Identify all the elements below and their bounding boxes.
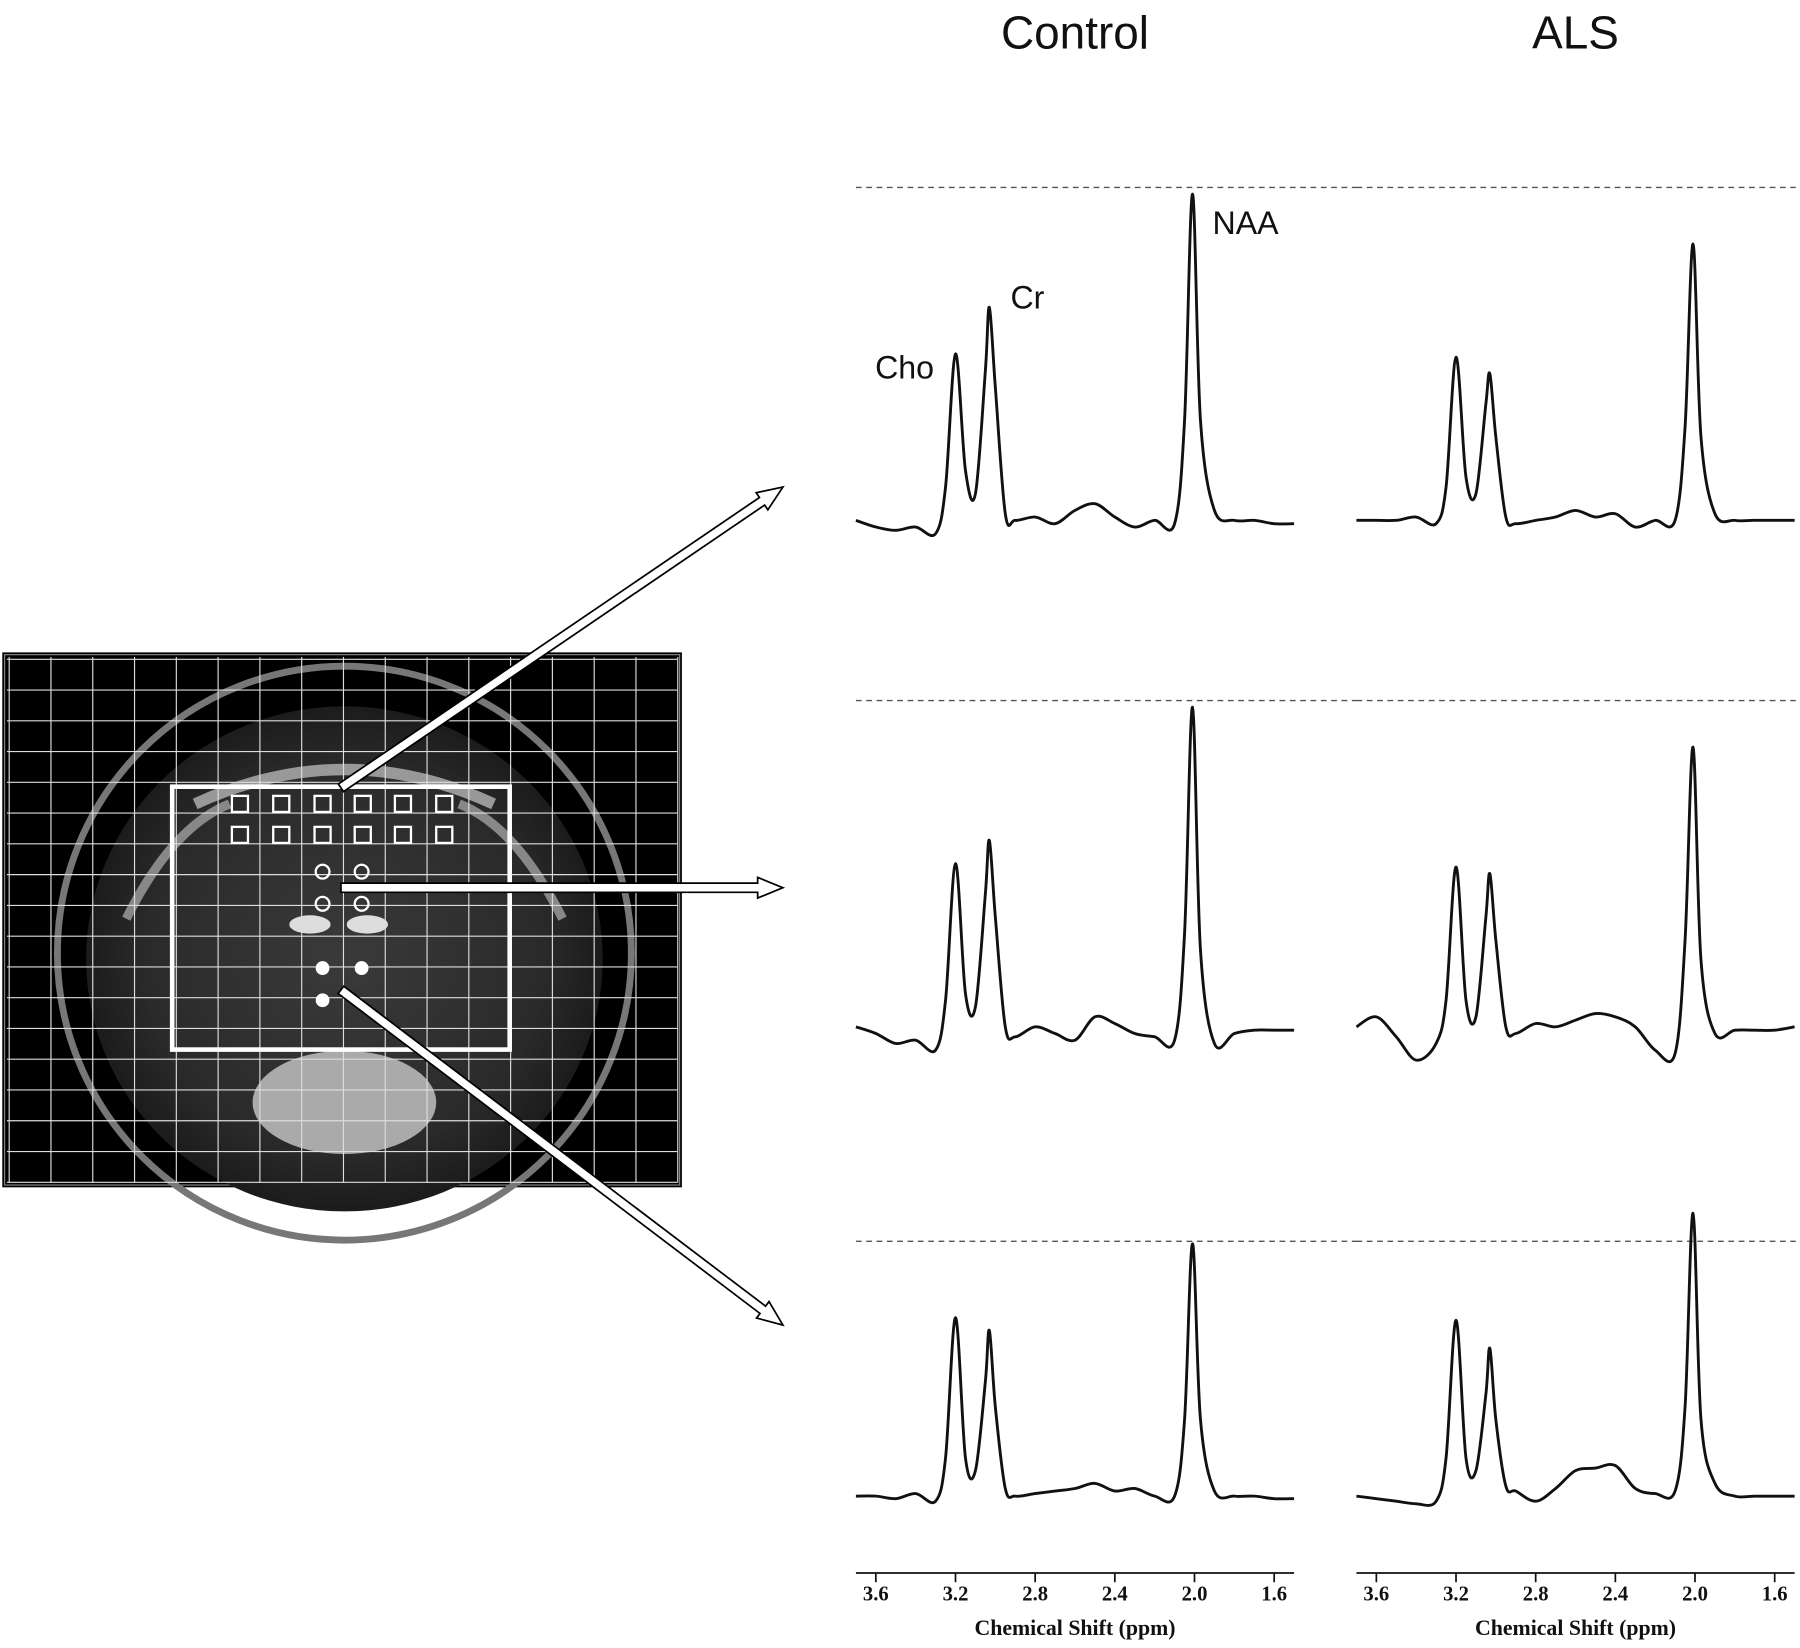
spectrum-line bbox=[855, 192, 1295, 537]
x-tick-label: 3.6 bbox=[1363, 1584, 1389, 1606]
x-axis-label: Chemical Shift (ppm) bbox=[1475, 1616, 1676, 1640]
spectrum-line bbox=[1356, 1211, 1795, 1507]
ventricle bbox=[346, 915, 389, 934]
voxel-circle bbox=[353, 895, 370, 912]
peak-label: Cr bbox=[1010, 279, 1044, 315]
x-tick-label: 3.6 bbox=[863, 1584, 889, 1606]
voxel-square bbox=[435, 794, 454, 814]
spectrum-panel: 3.6 3.2 2.8 2.4 2.0 1.6 Chemical Shift (ppm) bbox=[855, 1240, 1357, 1640]
mri-image bbox=[0, 650, 685, 1244]
x-tick-label: 1.6 bbox=[1261, 1584, 1287, 1606]
x-tick-label: 3.2 bbox=[943, 1584, 969, 1606]
x-tick-label: 2.4 bbox=[1602, 1584, 1628, 1606]
voxel-square bbox=[313, 825, 332, 845]
spectrum-panel bbox=[855, 699, 1357, 1054]
x-tick-label: 2.0 bbox=[1182, 1584, 1208, 1606]
arrow bbox=[340, 876, 786, 900]
peak-label: NAA bbox=[1213, 205, 1280, 241]
arrow bbox=[336, 985, 785, 1327]
skull bbox=[53, 662, 635, 1244]
arrow bbox=[337, 485, 785, 793]
spectrum-panel: ALS bbox=[1356, 7, 1796, 529]
voxel-circle bbox=[314, 895, 331, 912]
peak-label: Cho bbox=[875, 349, 934, 385]
voxel-square bbox=[272, 794, 291, 814]
column-title: Control bbox=[1001, 7, 1149, 59]
column-title: ALS bbox=[1532, 7, 1619, 59]
x-tick-label: 2.8 bbox=[1523, 1584, 1549, 1606]
spectrum-line bbox=[855, 705, 1295, 1054]
voxel-square bbox=[435, 825, 454, 845]
voxel-square bbox=[230, 825, 250, 845]
x-axis-label: Chemical Shift (ppm) bbox=[974, 1616, 1175, 1640]
voxel-dot bbox=[315, 993, 330, 1008]
spectrum-line bbox=[855, 1242, 1295, 1505]
voxel-markers bbox=[230, 794, 454, 1008]
spectrum-line bbox=[1356, 242, 1795, 529]
voxel-square bbox=[353, 825, 372, 845]
spectrum-panel: 3.6 3.2 2.8 2.4 2.0 1.6 Chemical Shift (ppm) bbox=[1356, 1211, 1796, 1640]
ventricle bbox=[289, 915, 331, 934]
arrows bbox=[336, 485, 786, 1327]
x-tick-label: 1.6 bbox=[1762, 1584, 1788, 1606]
spectrum-line bbox=[1355, 745, 1795, 1064]
voxel-square bbox=[353, 794, 372, 814]
voxel-square bbox=[272, 825, 291, 845]
voxel-square bbox=[313, 794, 332, 814]
voxel-square bbox=[230, 794, 250, 814]
voxel-circle bbox=[353, 863, 370, 880]
voxel-square bbox=[393, 794, 413, 814]
x-tick-label: 2.8 bbox=[1022, 1584, 1048, 1606]
spectrum-panel: Control Cho Cr NAA bbox=[855, 7, 1357, 537]
brainstem bbox=[252, 1050, 437, 1155]
x-tick-label: 2.0 bbox=[1682, 1584, 1708, 1606]
voxel-dot bbox=[315, 961, 330, 975]
spectrum-panel bbox=[1355, 699, 1796, 1064]
voxel-circle bbox=[314, 863, 331, 880]
x-tick-label: 3.2 bbox=[1443, 1584, 1469, 1606]
voxel-square bbox=[393, 825, 413, 845]
voxel-dot bbox=[354, 961, 369, 975]
x-tick-label: 2.4 bbox=[1102, 1584, 1128, 1606]
voxel-grid bbox=[6, 656, 679, 1183]
